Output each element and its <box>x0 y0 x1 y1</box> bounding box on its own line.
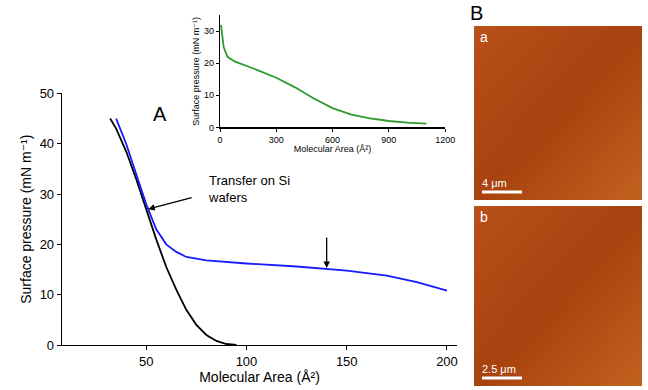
svg-text:900: 900 <box>381 135 396 145</box>
svg-text:Surface pressure (mN m⁻¹): Surface pressure (mN m⁻¹) <box>18 135 34 304</box>
svg-text:0: 0 <box>217 135 222 145</box>
svg-text:30: 30 <box>40 187 54 202</box>
svg-text:Molecular Area (Å²): Molecular Area (Å²) <box>199 369 320 385</box>
svg-text:a: a <box>480 29 488 45</box>
svg-text:4 μm: 4 μm <box>482 177 507 189</box>
svg-text:Molecular Area (Å²): Molecular Area (Å²) <box>294 145 372 155</box>
svg-text:600: 600 <box>325 135 340 145</box>
svg-text:40: 40 <box>40 136 54 151</box>
svg-text:A: A <box>153 103 167 125</box>
svg-text:50: 50 <box>40 86 54 101</box>
svg-text:300: 300 <box>269 135 284 145</box>
svg-text:150: 150 <box>336 354 358 369</box>
svg-text:0: 0 <box>47 338 54 353</box>
svg-text:20: 20 <box>204 58 214 68</box>
svg-text:200: 200 <box>436 354 458 369</box>
svg-text:B: B <box>470 2 483 24</box>
svg-text:100: 100 <box>236 354 258 369</box>
svg-text:10: 10 <box>40 287 54 302</box>
svg-text:50: 50 <box>139 354 153 369</box>
svg-text:30: 30 <box>204 26 214 36</box>
svg-text:1200: 1200 <box>435 135 455 145</box>
svg-text:2.5 μm: 2.5 μm <box>482 363 516 375</box>
svg-text:b: b <box>480 209 488 225</box>
svg-text:Transfer on Siwafers: Transfer on Siwafers <box>208 173 290 205</box>
svg-text:Surface pressure (mN m⁻¹): Surface pressure (mN m⁻¹) <box>191 17 201 126</box>
svg-text:20: 20 <box>40 237 54 252</box>
svg-text:0: 0 <box>209 123 214 133</box>
svg-text:10: 10 <box>204 90 214 100</box>
